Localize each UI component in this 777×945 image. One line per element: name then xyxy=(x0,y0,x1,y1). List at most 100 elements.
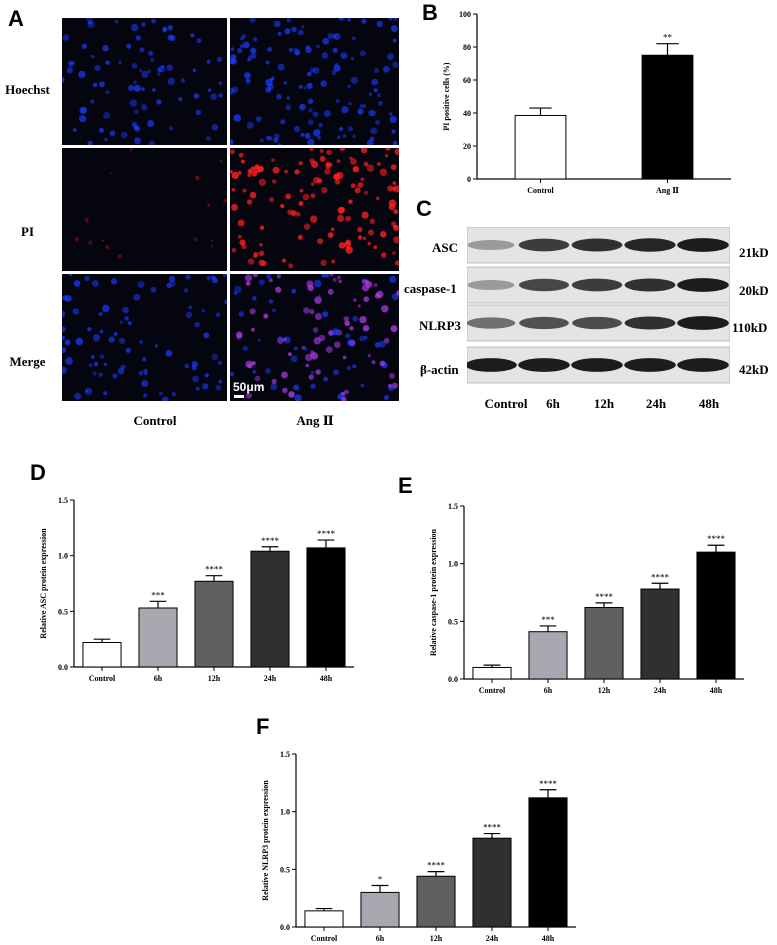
cell-nucleus xyxy=(350,76,359,85)
cell-nucleus xyxy=(193,236,198,242)
cell-nucleus xyxy=(190,33,195,38)
y-tick-label: 0.5 xyxy=(58,607,68,616)
cell-nucleus xyxy=(270,383,278,391)
cell-nucleus xyxy=(113,332,118,336)
cell-nucleus xyxy=(169,280,176,287)
cell-nucleus xyxy=(306,280,314,288)
cell-nucleus xyxy=(332,47,338,53)
chart-d-asc-expression: 0.0 0.5 1.0 1.5 Relative ASC protein express… xyxy=(39,496,354,683)
cell-nucleus xyxy=(156,72,161,76)
x-tick-label: 12h xyxy=(598,686,611,695)
cell-nucleus xyxy=(302,193,310,201)
row-label-hoechst: Hoechst xyxy=(5,82,50,97)
col-label-angii: Ang Ⅱ xyxy=(296,413,334,428)
y-tick-label: 80 xyxy=(463,43,471,52)
cell-nucleus xyxy=(362,325,370,332)
cell-nucleus xyxy=(388,18,393,21)
wb-lane-48h: 48h xyxy=(698,396,720,411)
blot-band xyxy=(571,238,623,252)
cell-nucleus xyxy=(92,371,97,376)
cell-nucleus xyxy=(65,357,73,365)
cell-nucleus xyxy=(382,65,390,73)
cell-nucleus xyxy=(134,109,139,115)
cell-nucleus xyxy=(282,258,286,263)
cell-nucleus xyxy=(118,337,126,344)
significance-label: **** xyxy=(427,861,446,871)
cell-nucleus xyxy=(298,201,304,206)
x-tick-label: Ang Ⅱ xyxy=(656,186,679,195)
cell-nucleus xyxy=(294,169,300,175)
cell-nucleus xyxy=(373,283,378,288)
cell-nucleus xyxy=(357,108,364,115)
cell-nucleus xyxy=(102,304,110,313)
cell-nucleus xyxy=(148,140,155,145)
cell-nucleus xyxy=(265,60,270,65)
cell-nucleus xyxy=(348,126,353,132)
merge-angii-image: 50μm xyxy=(230,274,399,401)
significance-label: **** xyxy=(205,565,224,575)
cell-nucleus xyxy=(203,332,210,339)
cell-nucleus xyxy=(352,364,357,369)
cell-nucleus xyxy=(129,99,138,107)
cell-nucleus xyxy=(330,227,335,231)
significance-label: **** xyxy=(707,534,726,544)
cell-nucleus xyxy=(271,308,276,313)
cell-nucleus xyxy=(133,84,141,92)
cell-nucleus xyxy=(293,125,301,133)
cell-nucleus xyxy=(347,18,351,22)
cell-nucleus xyxy=(141,380,149,387)
cell-nucleus xyxy=(271,158,275,162)
cell-nucleus xyxy=(246,199,253,205)
blot-band xyxy=(571,278,623,292)
cell-nucleus xyxy=(303,307,310,314)
y-tick-label: 0.5 xyxy=(280,865,290,874)
cell-nucleus xyxy=(151,88,156,92)
cell-nucleus xyxy=(246,121,254,129)
cell-nucleus xyxy=(341,18,346,21)
cell-nucleus xyxy=(342,134,347,138)
cell-nucleus xyxy=(374,68,379,73)
bar xyxy=(306,547,346,668)
cell-nucleus xyxy=(245,360,253,368)
cell-nucleus xyxy=(103,362,108,366)
cell-nucleus xyxy=(360,383,365,388)
cell-nucleus xyxy=(253,254,257,258)
cell-nucleus xyxy=(112,373,118,379)
cell-nucleus xyxy=(309,309,315,315)
y-tick-label: 1.5 xyxy=(58,496,68,505)
y-tick-label: 100 xyxy=(459,10,471,19)
cell-nucleus xyxy=(334,341,341,348)
wb-label-asc: ASC xyxy=(432,240,459,255)
cell-nucleus xyxy=(247,173,252,177)
cell-nucleus xyxy=(316,178,323,184)
cell-nucleus xyxy=(249,18,256,23)
cell-nucleus xyxy=(230,170,233,174)
x-tick-label: 12h xyxy=(430,934,443,942)
cell-nucleus xyxy=(283,337,287,342)
cell-nucleus xyxy=(362,236,367,241)
cell-nucleus xyxy=(140,104,148,111)
cell-nucleus xyxy=(230,139,234,145)
cell-nucleus xyxy=(88,363,93,368)
cell-nucleus xyxy=(268,278,273,283)
x-tick-label: 24h xyxy=(654,686,667,695)
cell-nucleus xyxy=(383,337,390,344)
cell-nucleus xyxy=(288,352,292,357)
wb-kd-asc: 21kD xyxy=(739,245,769,260)
cell-nucleus xyxy=(388,112,393,116)
chart-e-caspase1-expression: 0.0 0.5 1.0 1.5 Relative caspase-1 protein e… xyxy=(429,502,744,695)
cell-nucleus xyxy=(258,384,263,389)
cell-nucleus xyxy=(90,354,95,360)
pi-control-image xyxy=(62,148,227,271)
chart-b-pi-positive: 0 20 40 60 80 100 PI positive cells (%) Control… xyxy=(442,10,731,195)
cell-nucleus xyxy=(363,161,369,167)
cell-nucleus xyxy=(350,56,355,61)
panel-letter-f: F xyxy=(256,714,270,739)
blot-band xyxy=(467,239,515,251)
cell-nucleus xyxy=(276,274,281,279)
cell-nucleus xyxy=(161,396,169,401)
cell-nucleus xyxy=(314,312,322,321)
cell-nucleus xyxy=(64,339,71,346)
wb-kd-caspase1: 20kD xyxy=(739,283,769,298)
cell-nucleus xyxy=(231,203,238,211)
